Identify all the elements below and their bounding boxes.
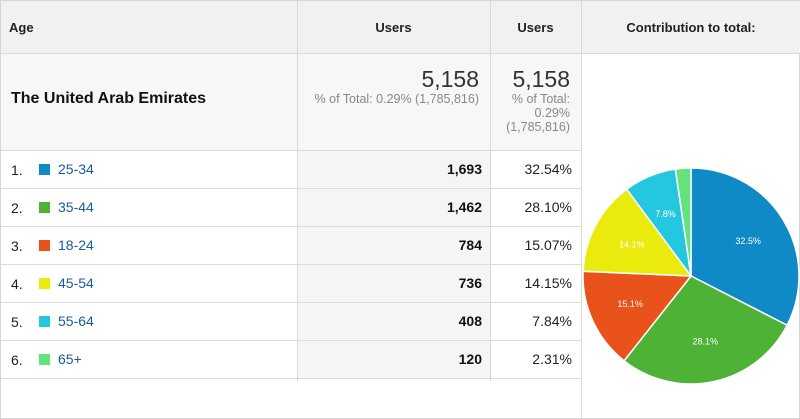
table-row: 4. 45-54 736 14.15% xyxy=(1,265,581,303)
table-row: 2. 35-44 1,462 28.10% xyxy=(1,189,581,227)
row-users: 120 xyxy=(458,351,482,367)
pie-slice-label: 14.1% xyxy=(619,240,645,250)
header-age[interactable]: Age xyxy=(9,20,34,35)
total-users-2-percent-a: % of Total: xyxy=(511,92,570,106)
row-users: 1,693 xyxy=(446,161,482,177)
row-label-link[interactable]: 45-54 xyxy=(58,275,94,291)
total-users-percent: % of Total: 0.29% (1,785,816) xyxy=(314,92,479,106)
row-label-link[interactable]: 25-34 xyxy=(58,161,94,177)
pie-slice-25-34[interactable] xyxy=(690,167,800,327)
row-percent: 32.54% xyxy=(524,161,572,177)
row-users: 736 xyxy=(458,275,482,291)
users-cell-bg xyxy=(297,265,490,302)
users-cell-bg xyxy=(297,151,490,188)
users-cell-bg xyxy=(297,227,490,264)
row-percent: 14.15% xyxy=(524,275,572,291)
row-rank: 5. xyxy=(11,314,23,330)
table-row: 3. 18-24 784 15.07% xyxy=(1,227,581,265)
row-label-link[interactable]: 35-44 xyxy=(58,199,94,215)
users-cell-bg xyxy=(297,189,490,226)
total-row: The United Arab Emirates 5,158 % of Tota… xyxy=(1,54,581,151)
total-label: The United Arab Emirates xyxy=(11,90,207,107)
row-label-link[interactable]: 65+ xyxy=(58,351,82,367)
legend-swatch xyxy=(39,202,50,213)
row-percent: 28.10% xyxy=(524,199,572,215)
row-label-link[interactable]: 55-64 xyxy=(58,313,94,329)
pie-slice-label: 7.8% xyxy=(655,209,676,219)
row-percent: 15.07% xyxy=(524,237,572,253)
row-users: 1,462 xyxy=(446,199,482,215)
total-users-2-percent-c: (1,785,816) xyxy=(506,120,570,134)
row-rank: 3. xyxy=(11,238,23,254)
table-row: 5. 55-64 408 7.84% xyxy=(1,303,581,341)
legend-swatch xyxy=(39,354,50,365)
row-percent: 7.84% xyxy=(532,313,572,329)
pie-svg: 32.5% 28.1% 15.1% 14.1% 7.8% xyxy=(582,167,800,385)
legend-swatch xyxy=(39,164,50,175)
total-users-2: 5,158 % of Total: 0.29% (1,785,816) xyxy=(490,66,570,134)
table-header: Age Users Users Contribution to total: xyxy=(1,1,800,54)
pie-slice-18-24[interactable] xyxy=(582,270,693,362)
legend-swatch xyxy=(39,278,50,289)
row-rank: 2. xyxy=(11,200,23,216)
row-percent: 2.31% xyxy=(532,351,572,367)
pie-slice-label: 28.1% xyxy=(692,336,718,346)
header-users-percent[interactable]: Users xyxy=(517,20,554,35)
legend-swatch xyxy=(39,240,50,251)
contribution-pie-chart: 32.5% 28.1% 15.1% 14.1% 7.8% xyxy=(581,151,800,391)
total-users-2-percent-b: 0.29% xyxy=(534,106,570,120)
pie-slice-label: 32.5% xyxy=(735,236,761,246)
pie-slice-45-54[interactable] xyxy=(582,188,693,277)
row-users: 784 xyxy=(458,237,482,253)
table-row: 1. 25-34 1,693 32.54% xyxy=(1,151,581,189)
header-contribution: Contribution to total: xyxy=(626,20,756,35)
total-users: 5,158 % of Total: 0.29% (1,785,816) xyxy=(297,66,479,106)
pie-slice-35-44[interactable] xyxy=(623,275,789,385)
total-users-2-value: 5,158 xyxy=(512,66,570,92)
pie-slice-label: 15.1% xyxy=(617,299,643,309)
column-divider xyxy=(490,1,491,381)
pie-slice-65+[interactable] xyxy=(674,167,692,277)
column-divider xyxy=(297,1,298,381)
legend-swatch xyxy=(39,316,50,327)
users-cell-bg xyxy=(297,341,490,378)
row-rank: 6. xyxy=(11,352,23,368)
row-label-link[interactable]: 18-24 xyxy=(58,237,94,253)
table-row: 6. 65+ 120 2.31% xyxy=(1,341,581,379)
column-divider xyxy=(581,1,582,419)
row-rank: 4. xyxy=(11,276,23,292)
row-users: 408 xyxy=(458,313,482,329)
total-users-value: 5,158 xyxy=(421,66,479,92)
header-users[interactable]: Users xyxy=(375,20,412,35)
users-cell-bg xyxy=(297,303,490,340)
row-rank: 1. xyxy=(11,162,23,178)
